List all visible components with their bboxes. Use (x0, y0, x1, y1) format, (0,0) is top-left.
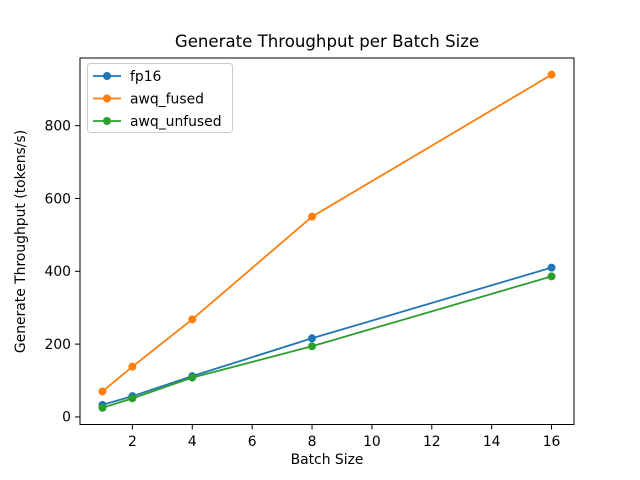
series-marker-awq_fused (547, 70, 556, 79)
series-marker-awq_unfused (547, 272, 556, 281)
series-marker-fp16 (308, 334, 317, 343)
series-marker-awq_fused (98, 387, 107, 396)
x-tick-label: 14 (483, 434, 501, 450)
legend-item-awq_fused: awq_fused (93, 91, 204, 107)
chart-title: Generate Throughput per Batch Size (175, 32, 479, 51)
x-tick-label: 6 (248, 434, 257, 450)
x-tick-label: 10 (363, 434, 381, 450)
y-tick-label: 200 (44, 337, 71, 353)
series-marker-awq_unfused (308, 342, 317, 351)
series-marker-awq_fused (128, 362, 137, 371)
x-tick-label: 16 (543, 434, 561, 450)
y-axis-label: Generate Throughput (tokens/s) (13, 130, 29, 353)
x-axis-label: Batch Size (291, 452, 364, 468)
x-tick-label: 12 (423, 434, 441, 450)
legend-marker-awq_unfused (103, 117, 111, 125)
y-tick-label: 800 (44, 118, 71, 134)
x-tick-label: 2 (128, 434, 137, 450)
legend-label-fp16: fp16 (130, 69, 161, 85)
series-marker-fp16 (547, 263, 556, 272)
series-marker-awq_unfused (188, 373, 197, 382)
series-marker-awq_fused (308, 212, 317, 221)
y-tick-label: 600 (44, 191, 71, 207)
series-line-awq_unfused (102, 275, 552, 409)
legend: fp16 awq_fused awq_unfused (87, 63, 233, 133)
legend-marker-awq_fused (103, 94, 111, 103)
legend-label-awq_unfused: awq_unfused (130, 114, 222, 130)
legend-box (87, 63, 233, 133)
plot-area (79, 57, 575, 425)
legend-item-awq_unfused: awq_unfused (93, 114, 222, 130)
axis-ticks: 2 4 6 8 10 12 14 16 0 200 400 600 800 (44, 118, 560, 450)
legend-marker-fp16 (103, 72, 111, 80)
x-tick-label: 4 (188, 434, 197, 450)
x-tick-label: 8 (308, 434, 317, 450)
series-marker-awq_unfused (128, 394, 137, 403)
y-tick-label: 400 (44, 264, 71, 280)
legend-label-awq_fused: awq_fused (130, 91, 204, 107)
series (98, 70, 556, 412)
legend-item-fp16: fp16 (93, 69, 161, 85)
y-tick-label: 0 (62, 410, 71, 426)
series-marker-awq_unfused (98, 403, 107, 412)
series-marker-awq_fused (188, 315, 197, 324)
